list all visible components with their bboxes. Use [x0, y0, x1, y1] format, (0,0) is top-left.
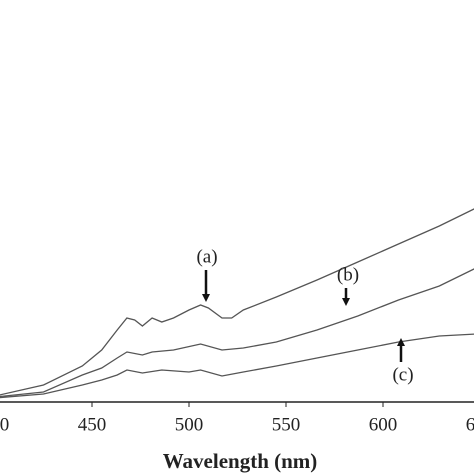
x-tick-label: 550: [272, 414, 301, 435]
series-label: (c): [392, 364, 413, 385]
line: [0, 333, 474, 399]
x-tick-label: 450: [78, 414, 107, 435]
x-tick-label: 600: [369, 414, 398, 435]
x-tick-label: 500: [175, 414, 204, 435]
x-tick-label: 400: [0, 414, 9, 435]
arrow-head: [397, 338, 405, 346]
series-label: (b): [337, 264, 359, 285]
series-label: (a): [196, 246, 217, 267]
arrow-head: [342, 298, 350, 306]
x-axis-label: Wavelength (nm): [163, 449, 318, 473]
line: [0, 208, 474, 396]
x-tick-label: 650: [466, 414, 474, 435]
line: [0, 268, 474, 398]
arrow-head: [202, 294, 210, 302]
